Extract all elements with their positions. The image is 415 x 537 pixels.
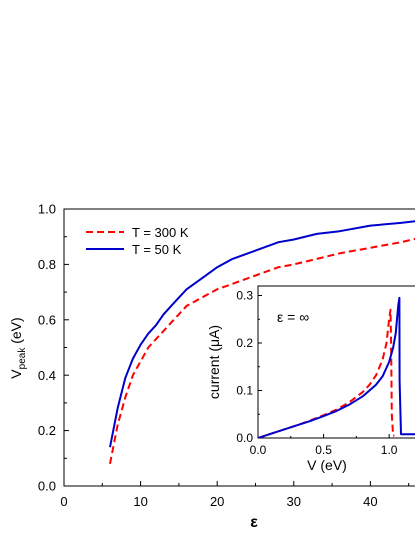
inset-x-tick-label: 0.0: [250, 443, 267, 457]
main-y-axis-label-unit: (eV): [8, 317, 24, 347]
inset-y-tick-label: 0.3: [236, 289, 253, 303]
main-legend: T = 300 K T = 50 K: [86, 225, 189, 257]
main-y-axis-label-sub: peak: [17, 347, 28, 370]
main-y-axis: 0.0 0.2 0.4 0.6 0.8 1.0: [38, 202, 69, 494]
main-x-tick-label: 20: [210, 494, 224, 509]
inset-y-axis-label-end: A): [206, 325, 222, 339]
inset-annotation: ε = ∞: [277, 309, 309, 325]
main-x-tick-label: 0: [60, 494, 67, 509]
inset-y-tick-label: 0.1: [236, 384, 253, 398]
main-series-line-t-300-k: [109, 237, 415, 464]
inset-y-axis: 0.0 0.1 0.2 0.3: [236, 289, 262, 445]
inset-y-axis-label-mu: μ: [206, 339, 222, 347]
inset-y-axis-label-main: current (: [206, 347, 222, 399]
inset-plot-frame: [257, 285, 415, 439]
inset-y-tick-label: 0.0: [236, 431, 253, 445]
main-series-group: [109, 220, 415, 464]
inset-x-axis: 0.0 0.5 1.0: [250, 434, 398, 457]
main-series-line-t-50-k: [109, 220, 415, 448]
main-x-axis-label: ε: [250, 514, 258, 531]
inset-y-axis-label: current (μA): [206, 325, 222, 399]
main-y-tick-label: 0.0: [38, 479, 56, 494]
inset-x-tick-label: 1.0: [381, 443, 398, 457]
inset-y-tick-label: 0.2: [236, 336, 253, 350]
inset-x-axis-label: V (eV): [307, 457, 347, 473]
inset-chart: 0.0 0.1 0.2 0.3 0.0 0.5 1.0 ε = ∞ V (eV) curr…: [206, 285, 415, 473]
main-x-tick-label: 30: [287, 494, 301, 509]
main-y-tick-label: 1.0: [38, 202, 56, 217]
main-y-tick-label: 0.2: [38, 423, 56, 438]
main-y-axis-label-main: V: [8, 369, 24, 379]
legend-label-300k: T = 300 K: [132, 225, 189, 240]
main-y-axis-label: Vpeak (eV): [8, 317, 28, 378]
main-y-tick-label: 0.8: [38, 257, 56, 272]
main-x-tick-label: 10: [133, 494, 147, 509]
main-chart: 0.0 0.2 0.4 0.6 0.8 1.0 0 10 20 30 40 ε Vpeak (eV…: [8, 202, 415, 531]
legend-label-50k: T = 50 K: [132, 242, 182, 257]
inset-series-line-t-50-k: [258, 296, 415, 438]
inset-series-line-t-300-k: [258, 308, 395, 438]
main-y-tick-label: 0.4: [38, 368, 56, 383]
main-y-tick-label: 0.6: [38, 312, 56, 327]
inset-series-group: [258, 296, 415, 438]
inset-x-tick-label: 0.5: [315, 443, 332, 457]
main-x-axis: 0 10 20 30 40: [60, 481, 410, 509]
main-x-tick-label: 40: [363, 494, 377, 509]
